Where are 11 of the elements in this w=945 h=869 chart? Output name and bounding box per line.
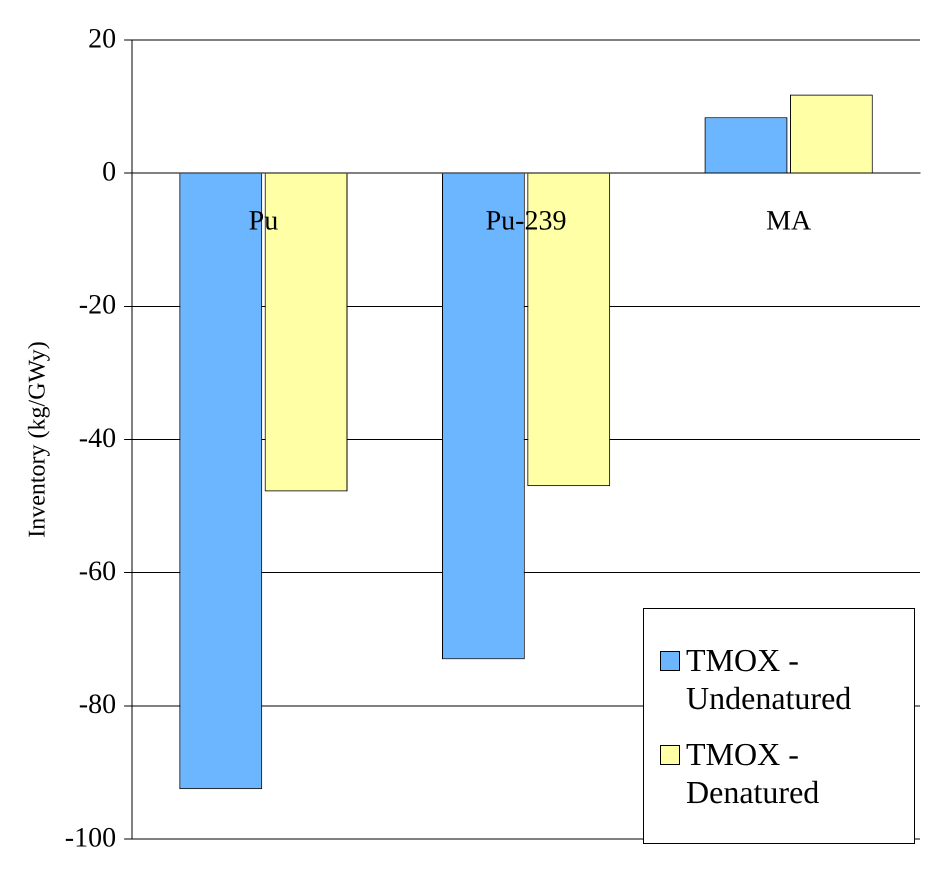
legend-label: TMOX - Denatured [686,735,820,811]
y-axis-title: Inventory (kg/GWy) [24,341,51,538]
y-tick-label: 20 [88,23,116,54]
y-tick-label: -40 [78,422,116,454]
y-tick-label: -100 [64,822,116,854]
y-tick-label: -80 [78,689,116,720]
x-tick-label: MA [766,206,812,237]
y-tick-label: 0 [102,156,116,188]
y-tick-label: -20 [78,290,116,321]
y-tick-label: -60 [78,556,116,588]
legend-label: TMOX - Undenatured [686,641,852,717]
